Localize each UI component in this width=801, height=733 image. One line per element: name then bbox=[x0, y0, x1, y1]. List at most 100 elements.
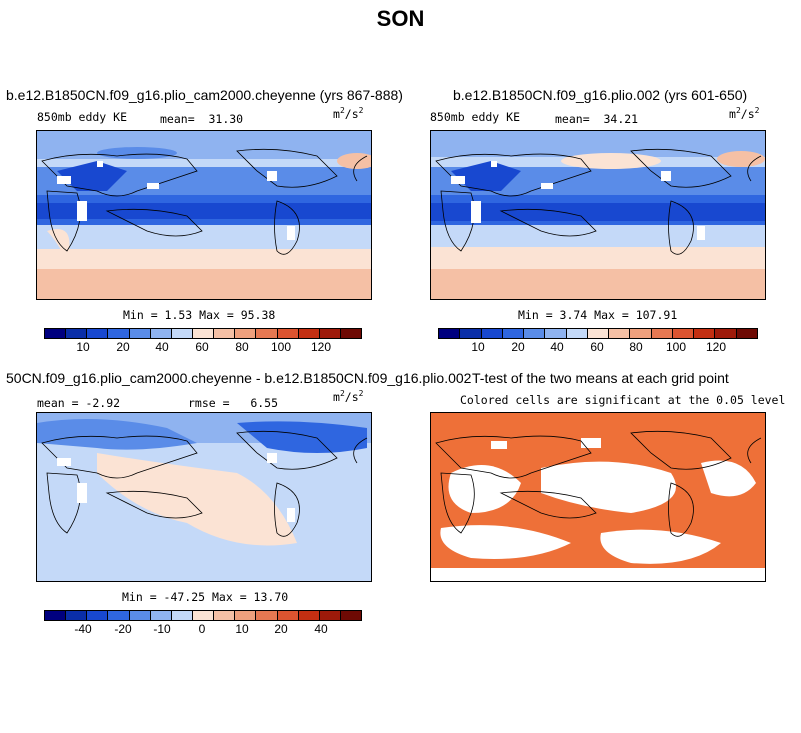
figure-title: SON bbox=[376, 6, 425, 31]
colorbar-box bbox=[192, 611, 215, 620]
panel-1-tick-label: 60 bbox=[195, 340, 209, 354]
colorbar-box bbox=[736, 329, 757, 338]
colorbar-box bbox=[319, 611, 341, 620]
panel-2-variable-label: 850mb eddy KE bbox=[430, 110, 521, 124]
colorbar-box bbox=[150, 329, 172, 338]
panel-4-nonsignificant-areas bbox=[431, 438, 765, 581]
colorbar-box bbox=[630, 329, 652, 338]
colorbar-box bbox=[235, 611, 257, 620]
colorbar-box bbox=[235, 329, 257, 338]
panel-1-mean: mean= 31.30 bbox=[160, 112, 244, 126]
panel-2-missing-data bbox=[451, 161, 705, 240]
panel-1-tick-label: 40 bbox=[155, 340, 169, 354]
panel-3-map-svg bbox=[37, 413, 371, 581]
colorbar-box bbox=[256, 329, 278, 338]
colorbar-box bbox=[87, 611, 109, 620]
panel-3-tick-label: 0 bbox=[198, 622, 206, 636]
colorbar-box bbox=[277, 611, 299, 620]
colorbar-box bbox=[609, 329, 631, 338]
panel-4-map-svg bbox=[431, 413, 765, 581]
panel-2-tick-label: 10 bbox=[471, 340, 485, 354]
panel-1-missing-data bbox=[57, 161, 295, 240]
panel-3-units: m2/s2 bbox=[333, 389, 364, 404]
panel-1-map-svg bbox=[37, 131, 371, 299]
panel-2-tick-label: 20 bbox=[511, 340, 525, 354]
colorbar-box bbox=[715, 329, 737, 338]
colorbar-box bbox=[340, 329, 362, 338]
colorbar-box bbox=[694, 329, 716, 338]
colorbar-box bbox=[45, 329, 67, 338]
panel-1-variable-label: 850mb eddy KE bbox=[37, 110, 128, 124]
panel-1-units: m2/s2 bbox=[333, 106, 364, 121]
panel-1-minmax: Min = 1.53 Max = 95.38 bbox=[123, 308, 276, 322]
panel-1-map bbox=[36, 130, 372, 300]
panel-2-tick-label: 120 bbox=[705, 340, 727, 354]
panel-2-tick-label: 80 bbox=[629, 340, 643, 354]
panel-2-minmax: Min = 3.74 Max = 107.91 bbox=[518, 308, 678, 322]
colorbar-box bbox=[214, 329, 236, 338]
panel-1-tick-label: 80 bbox=[235, 340, 249, 354]
colorbar-box bbox=[87, 329, 109, 338]
panel-3-colorbar bbox=[44, 610, 362, 621]
panel-3-mean: mean = -2.92 bbox=[37, 396, 121, 410]
colorbar-box bbox=[277, 329, 299, 338]
panel-4-title: T-test of the two means at each grid poi… bbox=[472, 370, 729, 386]
colorbar-box bbox=[545, 329, 567, 338]
colorbar-box bbox=[214, 611, 236, 620]
colorbar-box bbox=[651, 329, 673, 338]
colorbar-box bbox=[298, 329, 320, 338]
panel-3-tick-label: 40 bbox=[314, 622, 328, 636]
colorbar-box bbox=[108, 329, 130, 338]
panel-2-map bbox=[430, 130, 766, 300]
colorbar-box bbox=[192, 329, 215, 338]
colorbar-box bbox=[66, 611, 88, 620]
colorbar-box bbox=[340, 611, 362, 620]
panel-3-tick-label: -20 bbox=[114, 622, 132, 636]
colorbar-box bbox=[129, 329, 151, 338]
panel-2-tick-label: 60 bbox=[590, 340, 604, 354]
panel-4-coastlines bbox=[435, 430, 762, 537]
panel-4-subtitle: Colored cells are significant at the 0.0… bbox=[460, 393, 786, 407]
colorbar-box bbox=[298, 611, 320, 620]
colorbar-box bbox=[566, 329, 588, 338]
panel-3-tick-label: -10 bbox=[153, 622, 171, 636]
panel-3-map bbox=[36, 412, 372, 582]
panel-4-map bbox=[430, 412, 766, 582]
panel-1-tick-label: 120 bbox=[310, 340, 332, 354]
panel-3-tick-label: -40 bbox=[74, 622, 92, 636]
panel-3-minmax: Min = -47.25 Max = 13.70 bbox=[122, 590, 289, 604]
panel-1-title: b.e12.B1850CN.f09_g16.plio_cam2000.cheye… bbox=[6, 87, 403, 103]
colorbar-box bbox=[171, 329, 193, 338]
colorbar-box bbox=[672, 329, 695, 338]
colorbar-box bbox=[460, 329, 482, 338]
panel-3-coastlines bbox=[41, 430, 368, 537]
panel-2-mean: mean= 34.21 bbox=[555, 112, 639, 126]
colorbar-box bbox=[171, 611, 193, 620]
panel-2-units: m2/s2 bbox=[729, 106, 760, 121]
colorbar-box bbox=[108, 611, 130, 620]
panel-3-tick-label: 20 bbox=[274, 622, 288, 636]
colorbar-box bbox=[256, 611, 278, 620]
panel-1-tick-label: 100 bbox=[270, 340, 292, 354]
panel-3-title: 50CN.f09_g16.plio_cam2000.cheyenne - b.e… bbox=[6, 370, 472, 386]
colorbar-box bbox=[129, 611, 151, 620]
panel-3-missing-data bbox=[57, 453, 295, 522]
panel-1-colorbar bbox=[44, 328, 362, 339]
colorbar-box bbox=[150, 611, 172, 620]
panel-1-tick-label: 10 bbox=[76, 340, 90, 354]
colorbar-box bbox=[439, 329, 461, 338]
panel-3-rmse: rmse = 6.55 bbox=[188, 396, 279, 410]
panel-1-tick-label: 20 bbox=[116, 340, 130, 354]
panel-2-colorbar bbox=[438, 328, 758, 339]
panel-2-map-svg bbox=[431, 131, 765, 299]
colorbar-box bbox=[45, 611, 67, 620]
colorbar-box bbox=[319, 329, 341, 338]
panel-2-tick-label: 40 bbox=[550, 340, 564, 354]
panel-3-tick-label: 10 bbox=[235, 622, 249, 636]
colorbar-box bbox=[66, 329, 88, 338]
colorbar-box bbox=[524, 329, 546, 338]
colorbar-box bbox=[502, 329, 525, 338]
panel-2-title: b.e12.B1850CN.f09_g16.plio.002 (yrs 601-… bbox=[453, 87, 748, 103]
colorbar-box bbox=[587, 329, 610, 338]
panel-2-tick-label: 100 bbox=[665, 340, 687, 354]
